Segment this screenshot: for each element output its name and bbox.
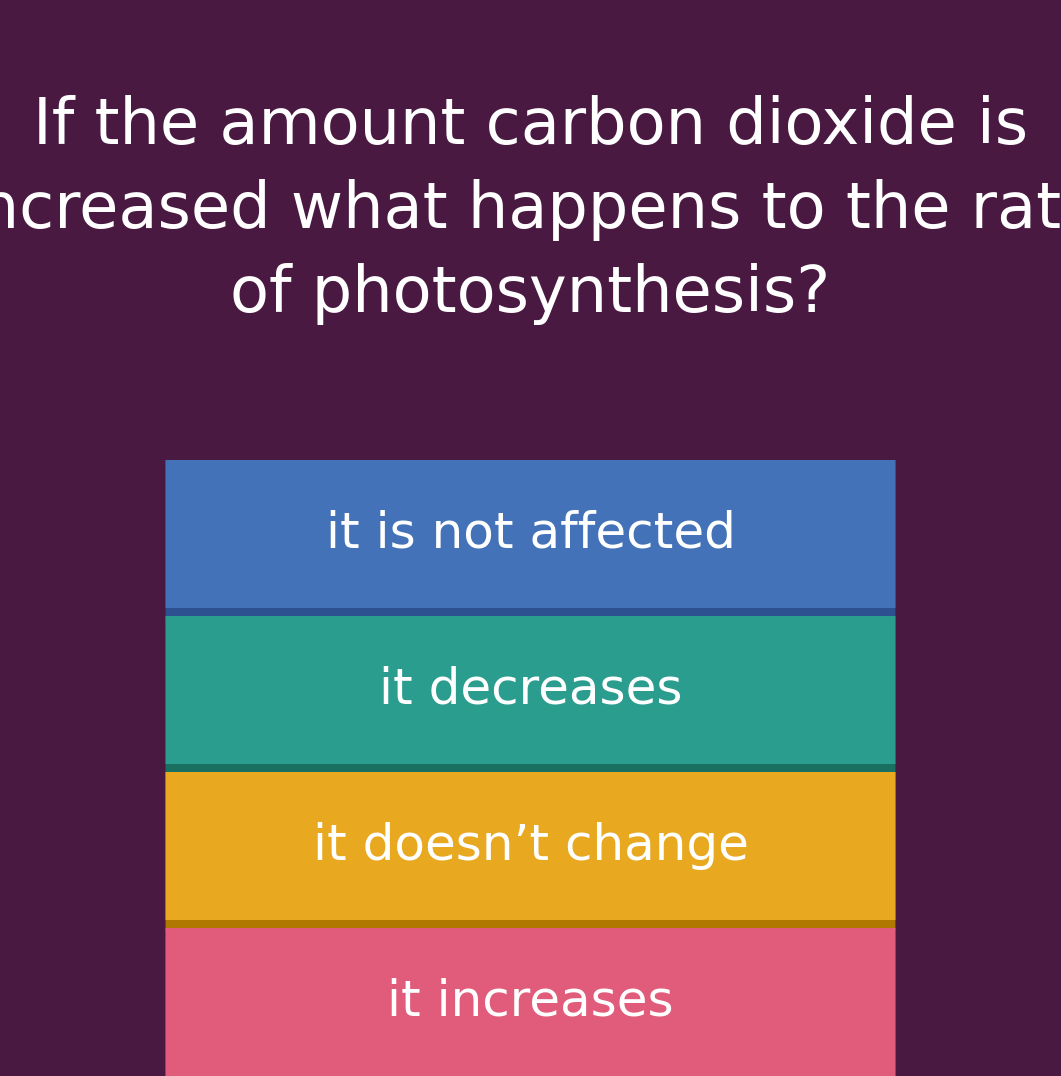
FancyBboxPatch shape: [166, 771, 895, 930]
Text: it is not affected: it is not affected: [326, 510, 735, 558]
FancyBboxPatch shape: [166, 928, 895, 1076]
FancyBboxPatch shape: [166, 461, 895, 618]
Text: it increases: it increases: [387, 978, 674, 1027]
FancyBboxPatch shape: [166, 928, 895, 1076]
FancyBboxPatch shape: [166, 771, 895, 920]
Text: it doesn’t change: it doesn’t change: [313, 822, 748, 870]
Text: it decreases: it decreases: [379, 666, 682, 714]
FancyBboxPatch shape: [166, 615, 895, 764]
FancyBboxPatch shape: [166, 461, 895, 608]
FancyBboxPatch shape: [166, 615, 895, 774]
Text: If the amount carbon dioxide is
increased what happens to the rate
of photosynth: If the amount carbon dioxide is increase…: [0, 95, 1061, 325]
